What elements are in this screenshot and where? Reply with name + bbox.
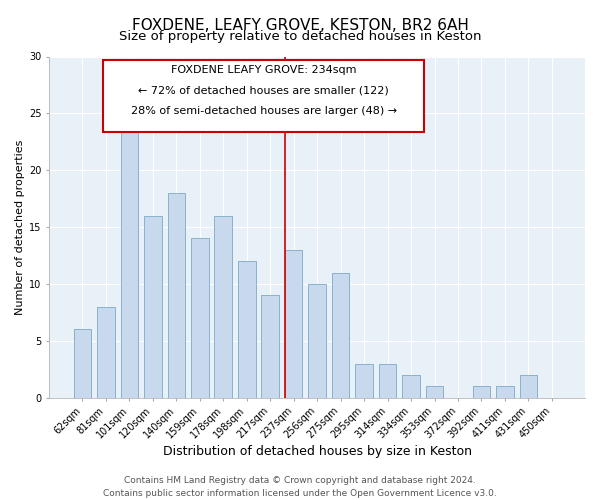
Bar	[121, 114, 138, 398]
Bar	[262, 296, 279, 398]
Bar	[402, 375, 420, 398]
Bar	[332, 272, 349, 398]
Bar	[379, 364, 397, 398]
Bar	[74, 330, 91, 398]
Bar	[285, 250, 302, 398]
Bar	[214, 216, 232, 398]
X-axis label: Distribution of detached houses by size in Keston: Distribution of detached houses by size …	[163, 444, 472, 458]
Bar	[496, 386, 514, 398]
Bar	[355, 364, 373, 398]
Bar	[520, 375, 537, 398]
Bar	[308, 284, 326, 398]
Bar	[238, 261, 256, 398]
Text: ← 72% of detached houses are smaller (122): ← 72% of detached houses are smaller (12…	[138, 86, 389, 96]
Bar	[191, 238, 209, 398]
Bar	[473, 386, 490, 398]
Text: 28% of semi-detached houses are larger (48) →: 28% of semi-detached houses are larger (…	[131, 106, 397, 116]
Text: Size of property relative to detached houses in Keston: Size of property relative to detached ho…	[119, 30, 481, 43]
Text: FOXDENE LEAFY GROVE: 234sqm: FOXDENE LEAFY GROVE: 234sqm	[171, 65, 356, 75]
Y-axis label: Number of detached properties: Number of detached properties	[15, 140, 25, 315]
Bar	[167, 193, 185, 398]
Bar	[97, 306, 115, 398]
Text: Contains HM Land Registry data © Crown copyright and database right 2024.
Contai: Contains HM Land Registry data © Crown c…	[103, 476, 497, 498]
Text: FOXDENE, LEAFY GROVE, KESTON, BR2 6AH: FOXDENE, LEAFY GROVE, KESTON, BR2 6AH	[131, 18, 469, 32]
Bar	[425, 386, 443, 398]
FancyBboxPatch shape	[103, 60, 424, 132]
Bar	[144, 216, 161, 398]
